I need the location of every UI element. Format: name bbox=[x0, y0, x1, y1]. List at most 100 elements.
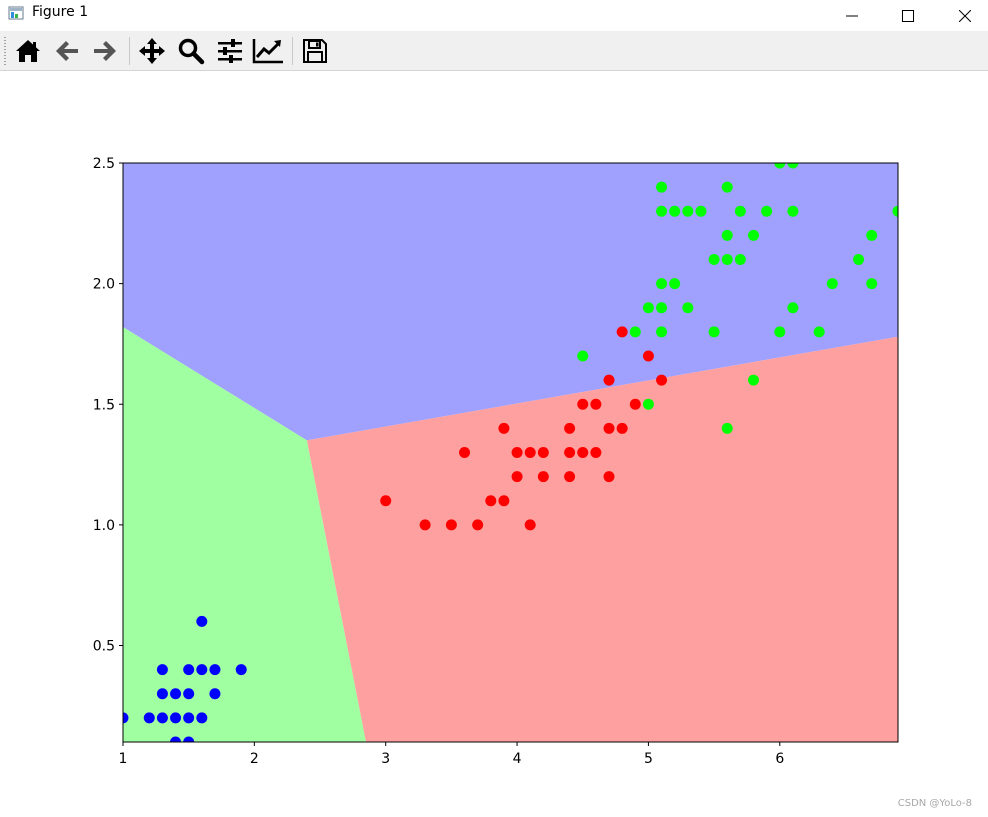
y-tick-label: 2.5 bbox=[93, 156, 115, 172]
arrow-right-icon bbox=[94, 41, 116, 61]
pan-button[interactable] bbox=[135, 35, 169, 67]
scatter-point bbox=[590, 447, 602, 458]
scatter-point bbox=[511, 447, 523, 458]
scatter-point bbox=[209, 664, 221, 676]
axes-frame bbox=[122, 162, 899, 743]
scatter-point bbox=[787, 163, 799, 169]
scatter-point bbox=[669, 278, 681, 290]
scatter-point bbox=[419, 519, 431, 531]
scatter-point bbox=[721, 229, 733, 241]
scatter-point bbox=[524, 447, 536, 458]
scatter-point bbox=[708, 326, 720, 338]
magnifier-icon bbox=[178, 38, 205, 65]
toolbar-grip[interactable] bbox=[4, 37, 6, 65]
scatter-point bbox=[156, 664, 168, 676]
scatter-point bbox=[616, 326, 628, 338]
scatter-point bbox=[537, 471, 549, 483]
minimize-button[interactable] bbox=[829, 0, 875, 31]
scatter-point bbox=[603, 374, 615, 386]
home-button[interactable] bbox=[11, 35, 45, 67]
scatter-point bbox=[170, 736, 182, 742]
scatter-point bbox=[642, 350, 654, 362]
scatter-point bbox=[656, 374, 668, 386]
scatter-point bbox=[813, 326, 825, 338]
scatter-point bbox=[603, 422, 615, 434]
plot-area bbox=[123, 163, 898, 742]
scatter-point bbox=[853, 254, 865, 265]
scatter-point bbox=[590, 398, 602, 410]
scatter-point bbox=[774, 163, 786, 169]
move-icon bbox=[139, 38, 165, 64]
scatter-point bbox=[656, 302, 668, 314]
scatter-point bbox=[196, 712, 208, 724]
scatter-point bbox=[577, 350, 589, 362]
scatter-point bbox=[642, 398, 654, 410]
scatter-point bbox=[774, 326, 786, 338]
scatter-point bbox=[866, 278, 878, 290]
close-button[interactable] bbox=[942, 0, 988, 31]
maximize-button[interactable] bbox=[885, 0, 931, 31]
scatter-chart[interactable]: 1 2 3 4 5 6 0.5 1.0 1.5 2.0 2.5 bbox=[0, 71, 988, 817]
scatter-point bbox=[123, 712, 129, 724]
scatter-point bbox=[156, 688, 168, 700]
x-tick-label: 6 bbox=[775, 751, 784, 767]
navigation-toolbar bbox=[0, 31, 988, 71]
scatter-point bbox=[564, 422, 576, 434]
scatter-point bbox=[196, 615, 208, 627]
scatter-point bbox=[826, 278, 838, 290]
decision-region-2 bbox=[306, 336, 898, 742]
save-button[interactable] bbox=[298, 35, 332, 67]
scatter-point bbox=[734, 254, 746, 265]
scatter-point bbox=[170, 712, 182, 724]
scatter-point bbox=[682, 205, 694, 217]
decision-region-1 bbox=[123, 327, 366, 742]
y-tick-label: 0.5 bbox=[93, 639, 115, 655]
scatter-point bbox=[170, 688, 182, 700]
axes-edit-button[interactable] bbox=[251, 35, 285, 67]
line-chart-icon bbox=[252, 39, 283, 64]
x-tick-label: 1 bbox=[119, 751, 128, 767]
watermark: CSDN @YoLo-8 bbox=[897, 798, 972, 809]
scatter-point bbox=[721, 181, 733, 193]
y-tick-label: 1.0 bbox=[93, 518, 115, 534]
scatter-point bbox=[748, 229, 760, 241]
scatter-point bbox=[656, 278, 668, 290]
toolbar-separator bbox=[292, 37, 293, 65]
scatter-point bbox=[682, 302, 694, 314]
scatter-point bbox=[156, 712, 168, 724]
scatter-point bbox=[498, 422, 510, 434]
scatter-point bbox=[734, 205, 746, 217]
scatter-point bbox=[642, 302, 654, 314]
scatter-point bbox=[616, 422, 628, 434]
maximize-icon bbox=[902, 9, 914, 22]
scatter-point bbox=[695, 205, 707, 217]
scatter-point bbox=[564, 471, 576, 483]
scatter-point bbox=[183, 712, 195, 724]
scatter-point bbox=[537, 447, 549, 458]
forward-button[interactable] bbox=[88, 35, 122, 67]
y-tick-label: 1.5 bbox=[93, 397, 115, 413]
close-icon bbox=[959, 9, 971, 22]
arrow-left-icon bbox=[56, 41, 78, 61]
window-titlebar[interactable]: Figure 1 bbox=[0, 0, 988, 31]
subplots-button[interactable] bbox=[213, 35, 247, 67]
scatter-point bbox=[183, 664, 195, 676]
scatter-point bbox=[472, 519, 484, 531]
scatter-point bbox=[787, 302, 799, 314]
scatter-point bbox=[183, 688, 195, 700]
back-button[interactable] bbox=[50, 35, 84, 67]
scatter-point bbox=[656, 205, 668, 217]
scatter-point bbox=[445, 519, 457, 531]
scatter-point bbox=[656, 181, 668, 193]
scatter-point bbox=[498, 495, 510, 507]
app-icon bbox=[8, 6, 24, 20]
scatter-point bbox=[708, 254, 720, 265]
x-tick-label: 5 bbox=[644, 751, 653, 767]
floppy-icon bbox=[303, 39, 327, 63]
window-title: Figure 1 bbox=[32, 4, 89, 20]
scatter-point bbox=[787, 205, 799, 217]
scatter-point bbox=[721, 254, 733, 265]
scatter-point bbox=[380, 495, 392, 507]
scatter-point bbox=[748, 374, 760, 386]
zoom-button[interactable] bbox=[174, 35, 208, 67]
